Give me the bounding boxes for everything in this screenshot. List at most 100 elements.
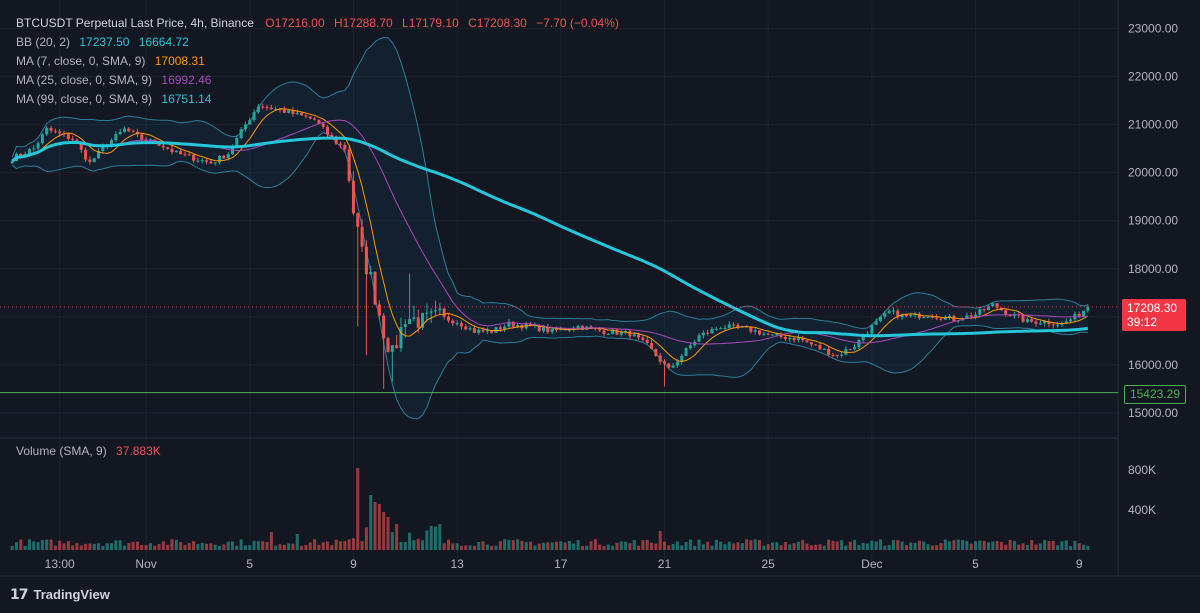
candle-body xyxy=(304,115,308,117)
volume-bar xyxy=(330,545,334,550)
volume-bar xyxy=(313,539,317,550)
candle-body xyxy=(71,138,75,140)
candle-body xyxy=(671,365,675,368)
volume-bar xyxy=(498,541,502,550)
price-tick-label: 18000.00 xyxy=(1128,262,1178,276)
volume-bar xyxy=(796,541,800,550)
candle-body xyxy=(641,337,645,340)
candle-body xyxy=(701,332,705,336)
candle-body xyxy=(179,150,183,155)
volume-bar xyxy=(455,543,459,550)
indicator-ma7[interactable]: MA (7, close, 0, SMA, 9) 17008.31 xyxy=(16,52,619,71)
candle-body xyxy=(732,324,736,326)
volume-bar xyxy=(624,541,628,550)
candle-body xyxy=(632,334,636,337)
volume-bar xyxy=(714,539,718,550)
volume-bar xyxy=(758,539,762,550)
volume-bar xyxy=(386,517,390,550)
volume-bar xyxy=(1082,544,1086,550)
candle-body xyxy=(459,323,463,327)
volume-bar xyxy=(783,541,787,550)
candle-body xyxy=(174,150,178,153)
volume-bar xyxy=(49,539,53,550)
candle-body xyxy=(451,320,455,324)
volume-bar xyxy=(459,545,463,550)
volume-bar xyxy=(922,541,926,550)
volume-bar xyxy=(840,540,844,550)
indicator-legend: BTCUSDT Perpetual Last Price, 4h, Binanc… xyxy=(16,14,619,109)
time-tick-label: Nov xyxy=(135,557,156,571)
volume-bar xyxy=(369,495,373,550)
volume-bar xyxy=(451,543,455,550)
candle-body xyxy=(472,328,476,333)
volume-bar xyxy=(58,540,62,550)
volume-bar xyxy=(619,541,623,550)
candle-body xyxy=(429,311,433,313)
volume-bar xyxy=(952,540,956,550)
candle-body xyxy=(192,154,196,161)
volume-bar xyxy=(494,545,498,550)
candle-body xyxy=(516,325,520,327)
volume-bar xyxy=(382,512,386,550)
volume-bar xyxy=(999,541,1003,550)
volume-bar xyxy=(183,544,187,550)
indicator-bb[interactable]: BB (20, 2) 17237.50 16664.72 xyxy=(16,33,619,52)
time-tick-label: 13 xyxy=(450,557,464,571)
volume-bar xyxy=(701,544,705,550)
volume-bar xyxy=(503,539,507,550)
volume-bar xyxy=(252,540,256,550)
volume-bar xyxy=(45,539,49,550)
candle-body xyxy=(122,128,126,132)
ohlc-low: L17179.10 xyxy=(402,16,459,30)
volume-bar xyxy=(1060,541,1064,550)
indicator-ma99[interactable]: MA (99, close, 0, SMA, 9) 16751.14 xyxy=(16,90,619,109)
candle-body xyxy=(356,213,360,227)
bb-upper-line xyxy=(11,36,1088,330)
volume-bar xyxy=(870,540,874,550)
candles xyxy=(10,103,1090,389)
volume-bar xyxy=(196,544,200,550)
volume-bar xyxy=(792,543,796,550)
candle-body xyxy=(654,348,658,356)
candle-body xyxy=(814,344,818,346)
candle-body xyxy=(900,314,904,318)
candle-body xyxy=(347,149,351,181)
candle-body xyxy=(550,328,554,333)
candle-body xyxy=(481,329,485,332)
volume-bar xyxy=(589,541,593,550)
candle-body xyxy=(567,329,571,331)
volume-bar xyxy=(373,502,377,550)
candle-body xyxy=(131,131,135,133)
symbol-title[interactable]: BTCUSDT Perpetual Last Price, 4h, Binanc… xyxy=(16,16,254,30)
candle-body xyxy=(615,329,619,335)
volume-bar xyxy=(516,539,520,550)
tradingview-logo[interactable]: 𝟭𝟳 TradingView xyxy=(10,586,110,603)
volume-bar xyxy=(472,545,476,550)
price-tick-label: 16000.00 xyxy=(1128,358,1178,372)
volume-bar xyxy=(114,540,118,550)
candle-body xyxy=(88,159,92,162)
candle-body xyxy=(464,326,468,330)
candle-body xyxy=(948,315,952,318)
volume-bar xyxy=(572,543,576,550)
indicator-value: 16751.14 xyxy=(161,92,212,106)
volume-bar xyxy=(511,540,515,550)
volume-bar xyxy=(300,545,304,550)
volume-bar xyxy=(84,543,88,550)
volume-bar xyxy=(969,543,973,550)
volume-bar xyxy=(878,539,882,550)
candle-body xyxy=(637,334,641,338)
candle-body xyxy=(995,303,999,308)
candle-body xyxy=(239,129,243,139)
candle-body xyxy=(321,123,325,127)
volume-bar xyxy=(468,545,472,550)
volume-bar xyxy=(822,545,826,550)
time-tick-label: 25 xyxy=(761,557,775,571)
volume-bar xyxy=(667,545,671,550)
indicator-ma25[interactable]: MA (25, close, 0, SMA, 9) 16992.46 xyxy=(16,71,619,90)
volume-bar xyxy=(88,543,92,550)
volume-bar xyxy=(438,524,442,550)
volume-legend[interactable]: Volume (SMA, 9) 37.883K xyxy=(16,444,161,458)
volume-bar xyxy=(576,540,580,550)
volume-bar xyxy=(645,539,649,550)
